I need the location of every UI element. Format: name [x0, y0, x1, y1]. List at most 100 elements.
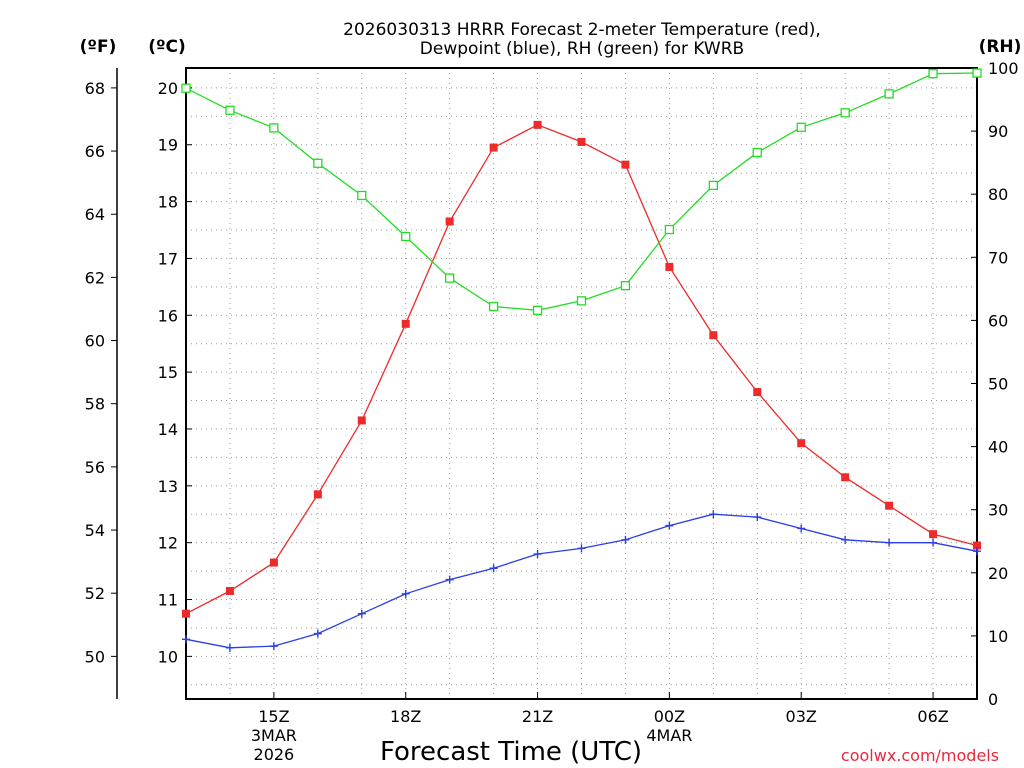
temperature-point	[445, 217, 454, 226]
temperature-point	[621, 160, 630, 169]
rh-tick-label: 30	[988, 501, 1008, 520]
dewpoint-point	[577, 544, 586, 553]
dewpoint-point	[621, 535, 630, 544]
fahrenheit-tick-label: 66	[85, 142, 105, 161]
dewpoint-point	[533, 550, 542, 559]
celsius-tick-label: 13	[158, 477, 178, 496]
fahrenheit-tick-label: 58	[85, 395, 105, 414]
data-series	[181, 68, 982, 652]
rh-point	[357, 190, 367, 201]
rh-point	[664, 224, 675, 235]
dewpoint-point	[445, 575, 454, 584]
fahrenheit-axis-unit: (ºF)	[80, 37, 117, 57]
dewpoint-point	[401, 589, 410, 598]
dewpoint-point	[357, 609, 366, 618]
x-tick-label: 21Z	[522, 707, 553, 726]
dewpoint-point	[885, 538, 894, 547]
celsius-tick-label: 15	[158, 363, 178, 382]
dewpoint-point	[489, 564, 498, 573]
celsius-tick-label: 17	[158, 249, 178, 268]
celsius-tick-label: 11	[158, 591, 178, 610]
fahrenheit-tick-label: 64	[85, 205, 105, 224]
dewpoint-point	[973, 547, 981, 556]
temperature-point	[885, 501, 894, 510]
dewpoint-point	[182, 635, 190, 644]
rh-point	[225, 105, 235, 115]
rh-tick-label: 20	[988, 564, 1008, 583]
rh-axis-unit: (RH)	[979, 37, 1022, 57]
dewpoint-point	[665, 521, 674, 530]
rh-point	[796, 122, 806, 132]
axes	[111, 67, 978, 700]
x-tick-label: 00Z	[654, 707, 685, 726]
x-axis-label: Forecast Time (UTC)	[380, 737, 642, 767]
dewpoint-point	[929, 538, 938, 547]
dewpoint-point	[709, 510, 718, 519]
rh-point	[269, 123, 279, 133]
rh-point	[181, 83, 191, 93]
rh-point	[752, 147, 762, 158]
gridlines	[186, 68, 977, 699]
dewpoint-point	[797, 524, 806, 533]
x-tick-label: 15Z	[258, 707, 289, 726]
fahrenheit-tick-label: 56	[85, 458, 105, 477]
celsius-axis-unit: (ºC)	[148, 37, 186, 57]
temperature-point	[182, 609, 190, 618]
rh-point	[620, 281, 631, 291]
temperature-point	[489, 143, 498, 152]
fahrenheit-tick-label: 50	[85, 647, 105, 666]
series-temperature	[182, 120, 981, 618]
temperature-point	[929, 530, 938, 539]
chart-title-line-1: 2026030313 HRRR Forecast 2-meter Tempera…	[343, 20, 821, 40]
rh-point	[884, 89, 894, 99]
fahrenheit-tick-label: 52	[85, 584, 105, 603]
rh-tick-label: 40	[988, 438, 1008, 457]
temperature-point	[753, 388, 762, 397]
temperature-point	[709, 331, 718, 340]
temperature-point	[401, 319, 410, 328]
rh-tick-label: 80	[988, 185, 1008, 204]
rh-point	[532, 305, 543, 315]
x-tick-label: 18Z	[390, 707, 421, 726]
fahrenheit-tick-label: 68	[85, 79, 105, 98]
celsius-tick-label: 10	[158, 647, 178, 666]
rh-point	[313, 158, 323, 168]
temperature-point	[973, 541, 981, 550]
celsius-tick-label: 18	[158, 193, 178, 212]
series-dewpoint	[182, 510, 981, 652]
dewpoint-point	[841, 535, 850, 544]
temperature-point	[313, 490, 322, 499]
rh-tick-label: 60	[988, 311, 1008, 330]
fahrenheit-tick-label: 54	[85, 521, 105, 540]
dewpoint-point	[753, 513, 762, 522]
rh-tick-label: 50	[988, 375, 1008, 394]
celsius-tick-label: 12	[158, 534, 178, 553]
x-tick-label: 3MAR	[251, 726, 297, 745]
temperature-point	[797, 439, 806, 448]
x-tick-label: 06Z	[917, 707, 948, 726]
celsius-tick-label: 19	[158, 136, 178, 155]
temperature-point	[269, 558, 278, 567]
rh-point	[488, 301, 499, 312]
temperature-point	[841, 473, 850, 482]
fahrenheit-tick-label: 62	[85, 268, 105, 287]
x-tick-label: 4MAR	[646, 726, 692, 745]
x-tick-label: 2026	[254, 745, 295, 764]
temperature-point	[533, 120, 542, 129]
dewpoint-point	[269, 642, 278, 651]
temperature-point	[225, 586, 234, 595]
celsius-tick-label: 20	[158, 79, 178, 98]
celsius-tick-label: 14	[158, 420, 178, 439]
rh-tick-label: 0	[988, 690, 998, 709]
x-tick-label: 03Z	[786, 707, 817, 726]
rh-point	[576, 296, 587, 306]
rh-point	[708, 180, 718, 191]
rh-tick-label: 90	[988, 122, 1008, 141]
rh-tick-label: 100	[988, 59, 1019, 78]
chart-title-line-2: Dewpoint (blue), RH (green) for KWRB	[420, 39, 744, 59]
source-credit: coolwx.com/models	[841, 746, 999, 765]
rh-point	[972, 68, 982, 78]
rh-point	[840, 108, 850, 118]
series-rh	[181, 68, 982, 315]
